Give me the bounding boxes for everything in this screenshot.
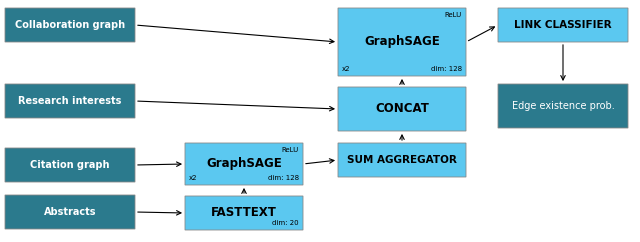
Text: LINK CLASSIFIER: LINK CLASSIFIER — [514, 20, 612, 30]
Text: ReLU: ReLU — [445, 12, 462, 18]
Text: ReLU: ReLU — [282, 147, 299, 153]
FancyBboxPatch shape — [5, 84, 135, 118]
Text: GraphSAGE: GraphSAGE — [206, 158, 282, 171]
Text: Abstracts: Abstracts — [44, 207, 96, 217]
FancyBboxPatch shape — [5, 148, 135, 182]
FancyBboxPatch shape — [5, 8, 135, 42]
Text: dim: 128: dim: 128 — [268, 175, 299, 181]
Text: x2: x2 — [189, 175, 198, 181]
Text: SUM AGGREGATOR: SUM AGGREGATOR — [347, 155, 457, 165]
FancyBboxPatch shape — [338, 8, 466, 76]
FancyBboxPatch shape — [338, 143, 466, 177]
Text: FASTTEXT: FASTTEXT — [211, 206, 277, 219]
Text: CONCAT: CONCAT — [375, 103, 429, 115]
Text: Edge existence prob.: Edge existence prob. — [511, 101, 614, 111]
Text: Citation graph: Citation graph — [30, 160, 109, 170]
Text: Collaboration graph: Collaboration graph — [15, 20, 125, 30]
Text: x2: x2 — [342, 66, 351, 72]
FancyBboxPatch shape — [5, 195, 135, 229]
Text: GraphSAGE: GraphSAGE — [364, 36, 440, 48]
FancyBboxPatch shape — [185, 196, 303, 230]
Text: Research interests: Research interests — [19, 96, 122, 106]
Text: dim: 20: dim: 20 — [273, 220, 299, 226]
FancyBboxPatch shape — [185, 143, 303, 185]
FancyBboxPatch shape — [498, 84, 628, 128]
FancyBboxPatch shape — [338, 87, 466, 131]
Text: dim: 128: dim: 128 — [431, 66, 462, 72]
FancyBboxPatch shape — [498, 8, 628, 42]
